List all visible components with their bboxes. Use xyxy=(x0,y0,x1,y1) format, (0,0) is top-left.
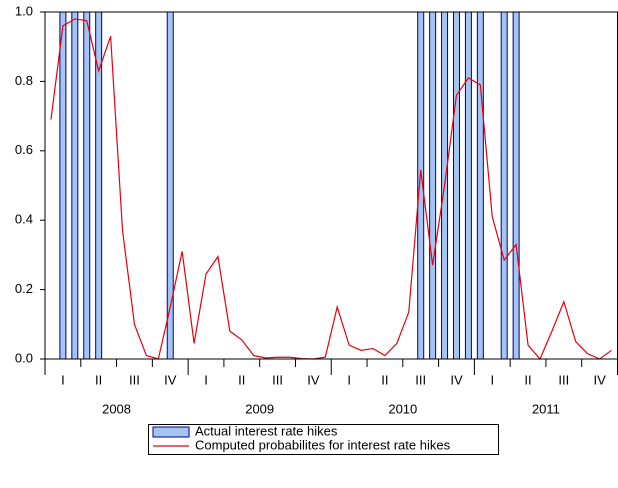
x-tick-label: I xyxy=(61,372,65,387)
x-tick-label: II xyxy=(95,372,102,387)
y-tick-label: 1.0 xyxy=(15,3,33,18)
bar xyxy=(500,11,508,360)
x-tick-label: II xyxy=(238,372,245,387)
x-group-label: 2009 xyxy=(245,401,274,416)
x-tick-label: II xyxy=(524,372,531,387)
y-tick-label: 0.2 xyxy=(15,281,33,296)
bar xyxy=(71,11,79,360)
x-tick-label: IV xyxy=(307,372,320,387)
legend-label: Computed probabilites for interest rate … xyxy=(195,437,451,452)
x-tick-label: IV xyxy=(450,372,463,387)
line xyxy=(50,18,612,361)
x-group-label: 2008 xyxy=(102,401,131,416)
bar xyxy=(476,11,484,360)
bar xyxy=(83,11,91,360)
x-tick-label: I xyxy=(490,372,494,387)
x-group-label: 2011 xyxy=(532,401,560,416)
legend-label: Actual interest rate hikes xyxy=(195,423,338,438)
bar xyxy=(452,11,460,360)
x-tick-label: I xyxy=(204,372,208,387)
legend-swatch xyxy=(152,426,190,438)
y-tick-label: 0.0 xyxy=(15,350,33,365)
bar xyxy=(429,11,437,360)
x-tick-label: III xyxy=(129,372,140,387)
y-tick-label: 0.4 xyxy=(15,212,33,227)
x-tick-label: II xyxy=(381,372,388,387)
plot-frame xyxy=(44,11,618,360)
bar xyxy=(59,11,67,360)
x-tick-label: IV xyxy=(593,372,606,387)
y-tick-label: 0.6 xyxy=(15,142,33,157)
x-group-label: 2010 xyxy=(388,401,417,416)
x-tick-label: III xyxy=(272,372,283,387)
x-tick-label: III xyxy=(558,372,569,387)
x-tick-label: III xyxy=(415,372,426,387)
y-tick-label: 0.8 xyxy=(15,73,33,88)
bar xyxy=(464,11,472,360)
x-tick-label: I xyxy=(347,372,351,387)
bar xyxy=(512,11,520,360)
legend-box xyxy=(148,424,499,455)
x-tick-label: IV xyxy=(164,372,177,387)
